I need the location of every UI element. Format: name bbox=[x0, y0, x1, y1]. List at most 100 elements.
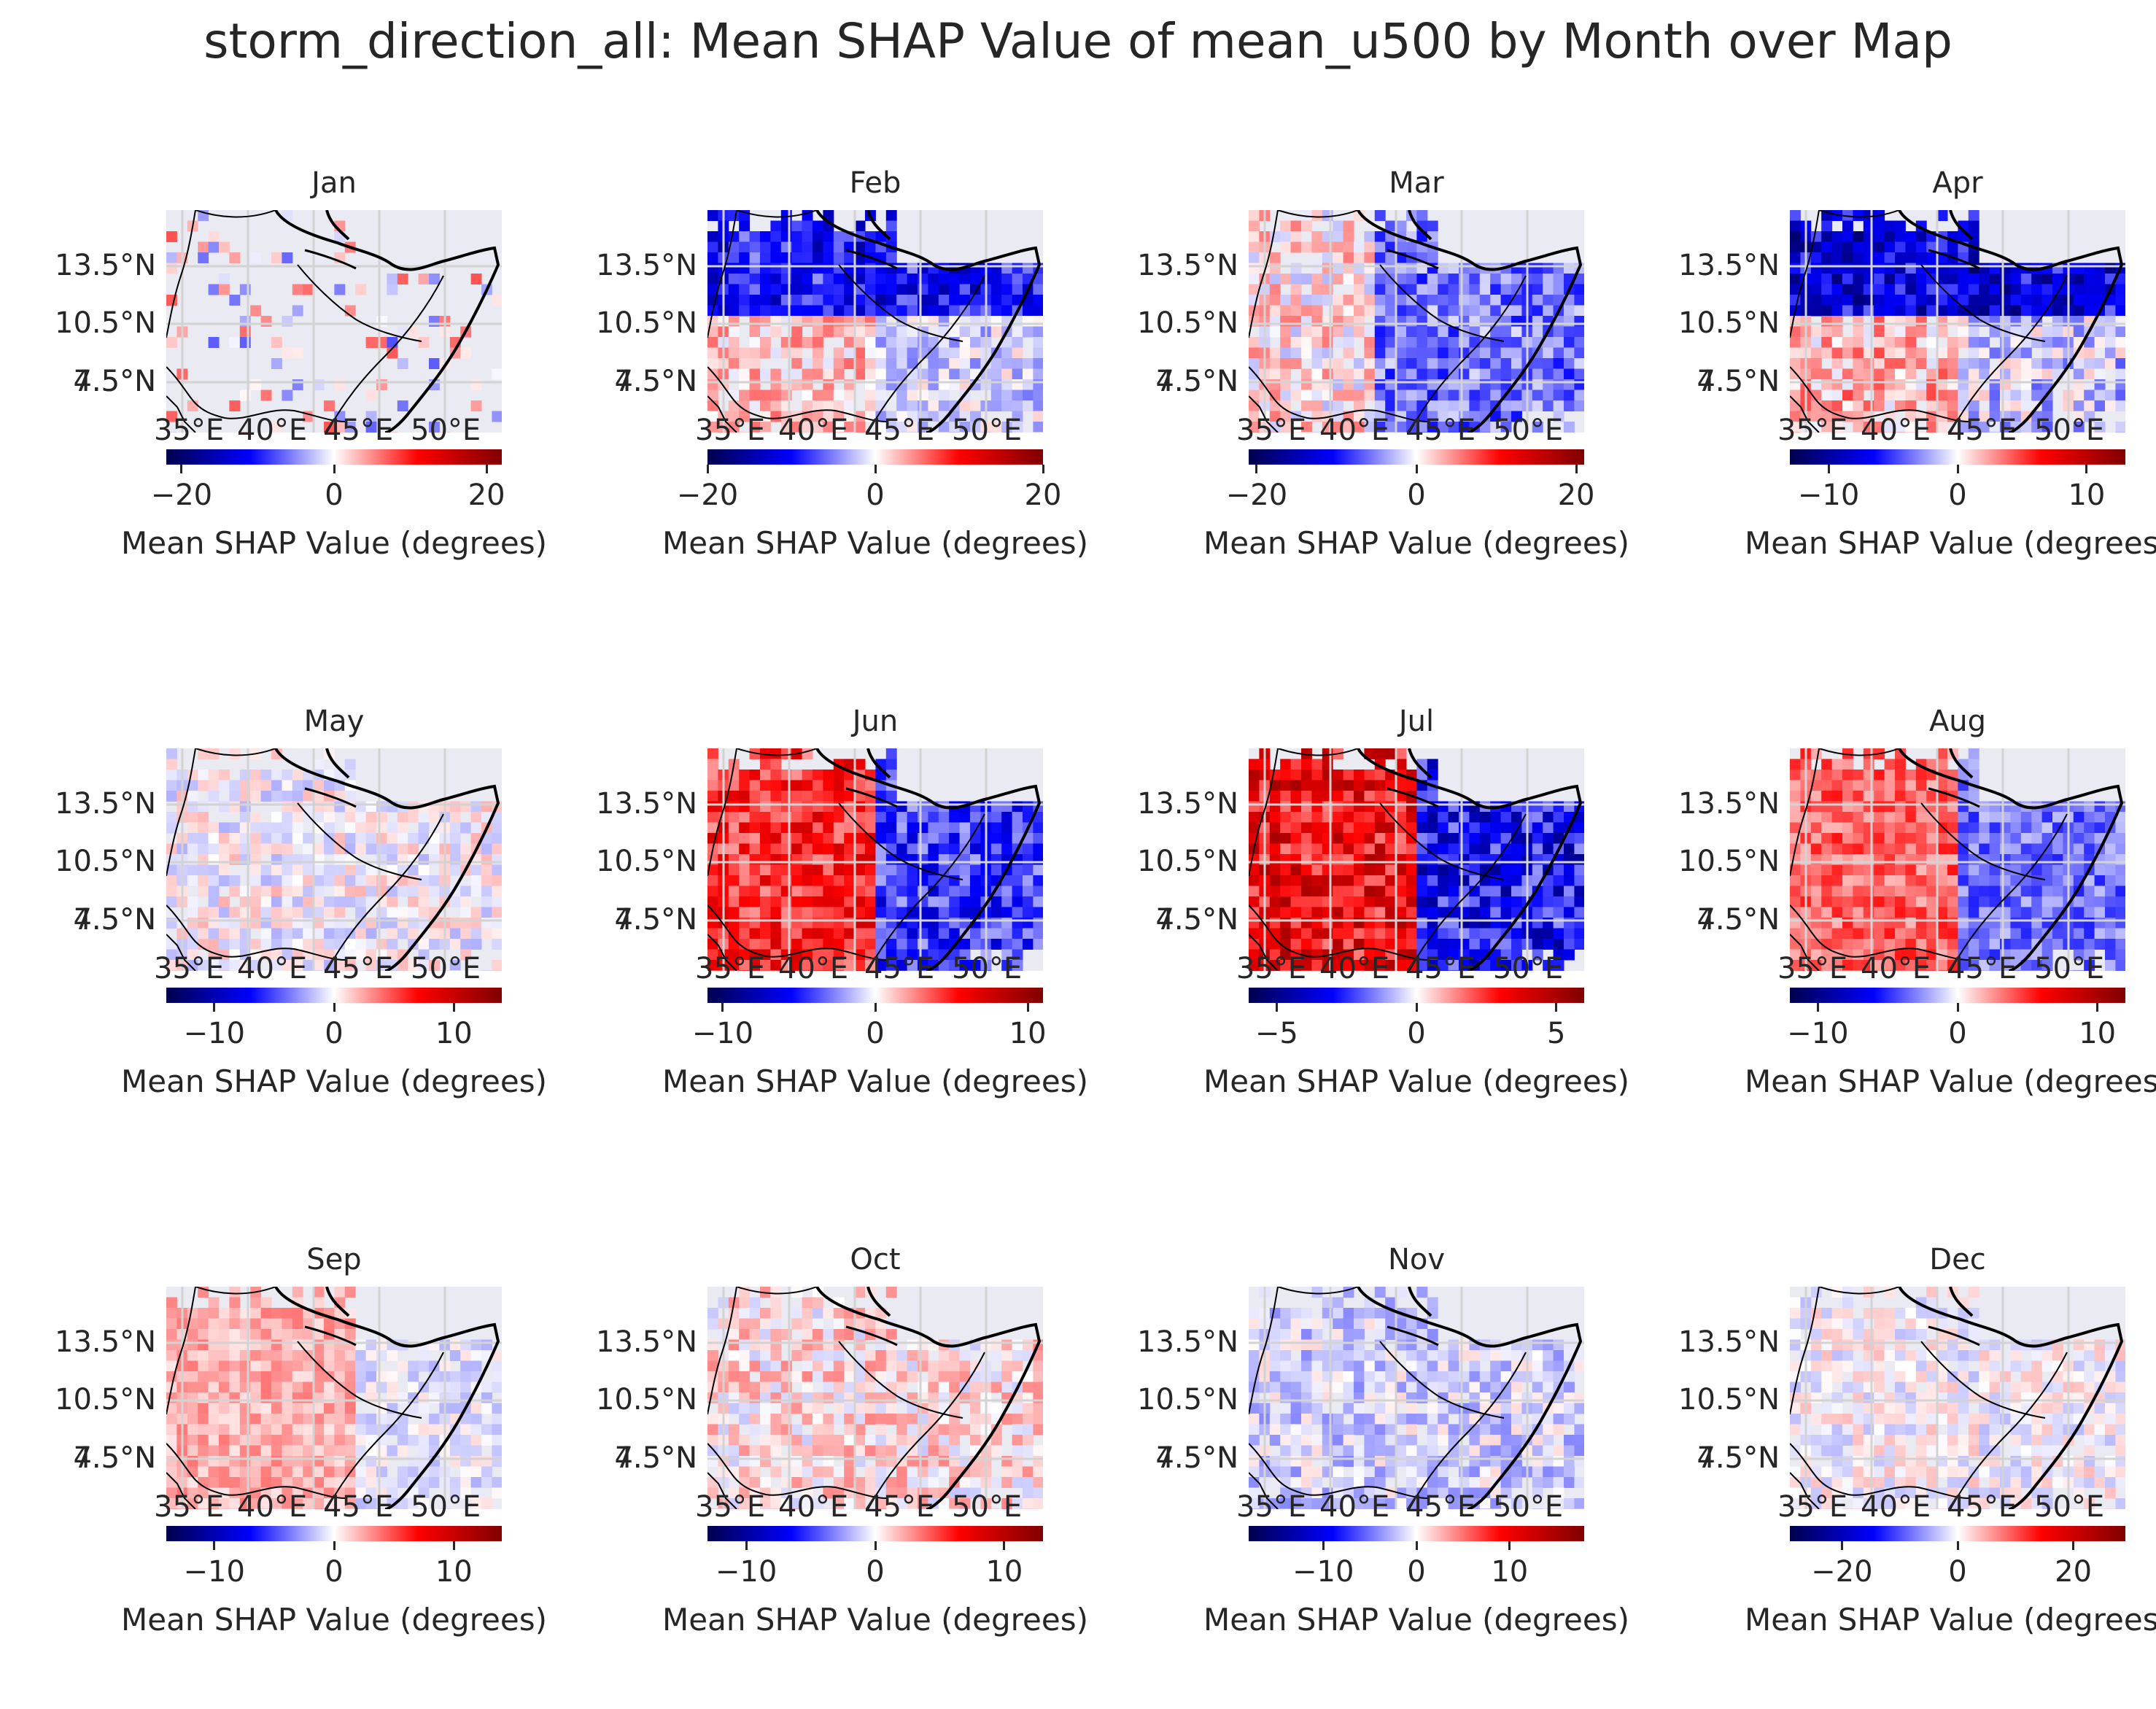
grid-cell bbox=[1406, 284, 1417, 295]
grid-cell bbox=[1343, 252, 1354, 263]
grid-cell bbox=[1810, 400, 1822, 411]
grid-cell bbox=[1249, 918, 1260, 929]
grid-cell bbox=[1343, 231, 1354, 242]
grid-cell bbox=[1543, 970, 1554, 971]
colorbar bbox=[166, 988, 502, 1003]
grid-cell bbox=[1543, 801, 1554, 813]
grid-cell bbox=[1511, 316, 1522, 327]
grid-cell bbox=[918, 263, 928, 274]
grid-cell bbox=[990, 896, 1002, 907]
grid-cell bbox=[844, 939, 856, 950]
grid-cell bbox=[1979, 875, 1990, 886]
grid-cell bbox=[1364, 337, 1376, 348]
grid-cell bbox=[770, 326, 782, 338]
grid-cell bbox=[1553, 263, 1564, 274]
grid-cell bbox=[1385, 422, 1397, 433]
grid-cell bbox=[1012, 411, 1023, 422]
grid-cell bbox=[313, 843, 325, 855]
grid-cell bbox=[1395, 875, 1407, 886]
grid-cell bbox=[1479, 907, 1491, 918]
grid-cell bbox=[481, 875, 492, 886]
grid-cell bbox=[355, 907, 367, 918]
grid-cell bbox=[1354, 907, 1365, 918]
grid-cell bbox=[1269, 326, 1281, 338]
grid-cell bbox=[918, 305, 928, 317]
grid-cell bbox=[1280, 970, 1292, 971]
grid-cell bbox=[938, 368, 950, 380]
grid-cell bbox=[2010, 949, 2022, 961]
grid-cell bbox=[760, 770, 771, 780]
grid-cell bbox=[896, 885, 908, 897]
grid-cell bbox=[166, 854, 177, 865]
grid-cell bbox=[1427, 252, 1438, 263]
grid-cell bbox=[2031, 379, 2043, 390]
grid-cell bbox=[1354, 241, 1365, 253]
grid-cell bbox=[397, 358, 408, 369]
lon-tick-label: 40°E bbox=[237, 414, 308, 447]
grid-cell bbox=[1395, 843, 1407, 855]
grid-cell bbox=[885, 422, 897, 433]
grid-cell bbox=[1958, 263, 1969, 274]
grid-cell bbox=[1853, 263, 1864, 274]
grid-cell bbox=[1479, 896, 1491, 907]
grid-cell bbox=[1374, 907, 1386, 918]
grid-cell bbox=[1374, 390, 1386, 401]
grid-cell bbox=[833, 368, 845, 380]
grid-cell bbox=[1979, 422, 1990, 433]
grid-cell bbox=[770, 812, 782, 823]
grid-cell bbox=[1810, 822, 1822, 834]
grid-cell bbox=[1810, 885, 1822, 897]
grid-cell bbox=[896, 833, 908, 844]
grid-cell bbox=[1853, 812, 1864, 823]
grid-cell bbox=[219, 1371, 230, 1382]
grid-cell bbox=[1311, 843, 1323, 855]
grid-cell bbox=[282, 316, 293, 327]
grid-cell bbox=[1333, 970, 1344, 971]
grid-cell bbox=[918, 274, 928, 284]
grid-cell bbox=[198, 960, 209, 971]
grid-cell bbox=[854, 812, 866, 823]
grid-cell bbox=[1790, 960, 1801, 971]
grid-cell bbox=[271, 928, 282, 939]
grid-cell bbox=[303, 1414, 314, 1425]
grid-cell bbox=[260, 918, 272, 929]
grid-cell bbox=[1001, 305, 1013, 317]
grid-cell bbox=[1459, 379, 1470, 390]
grid-cell bbox=[1842, 368, 1853, 380]
lat-tick-label: 10.5°N bbox=[55, 845, 156, 878]
grid-cell bbox=[2105, 885, 2116, 897]
lat-tick-label: 13.5°N bbox=[1137, 787, 1238, 821]
grid-cell bbox=[854, 970, 866, 971]
grid-cell bbox=[1532, 949, 1543, 961]
grid-cell bbox=[813, 326, 823, 338]
grid-cell bbox=[260, 1350, 272, 1361]
grid-cell bbox=[918, 812, 928, 823]
grid-cell bbox=[907, 368, 918, 380]
grid-cell bbox=[1831, 864, 1843, 876]
grid-cell bbox=[2115, 379, 2125, 390]
grid-cell bbox=[918, 316, 928, 327]
grid-cell bbox=[1012, 400, 1023, 411]
grid-cell bbox=[271, 875, 282, 886]
grid-cell bbox=[1269, 305, 1281, 317]
grid-cell bbox=[1979, 316, 1990, 327]
grid-cell bbox=[854, 918, 866, 929]
grid-cell bbox=[166, 812, 177, 823]
grid-cell bbox=[1395, 241, 1407, 253]
grid-cell bbox=[387, 939, 398, 950]
grid-cell bbox=[970, 960, 981, 971]
grid-cell bbox=[833, 801, 845, 813]
grid-cell bbox=[749, 960, 761, 971]
grid-cell bbox=[2010, 822, 2022, 834]
grid-cell bbox=[728, 801, 740, 813]
grid-cell bbox=[198, 1350, 209, 1361]
grid-cell bbox=[990, 939, 1002, 950]
grid-cell bbox=[2052, 337, 2063, 348]
grid-cell bbox=[1874, 896, 1885, 907]
grid-cell bbox=[303, 875, 314, 886]
grid-cell bbox=[1280, 295, 1292, 306]
grid-cell bbox=[749, 791, 761, 802]
grid-cell bbox=[813, 337, 823, 348]
grid-cell bbox=[770, 791, 782, 802]
grid-cell bbox=[2020, 305, 2032, 317]
